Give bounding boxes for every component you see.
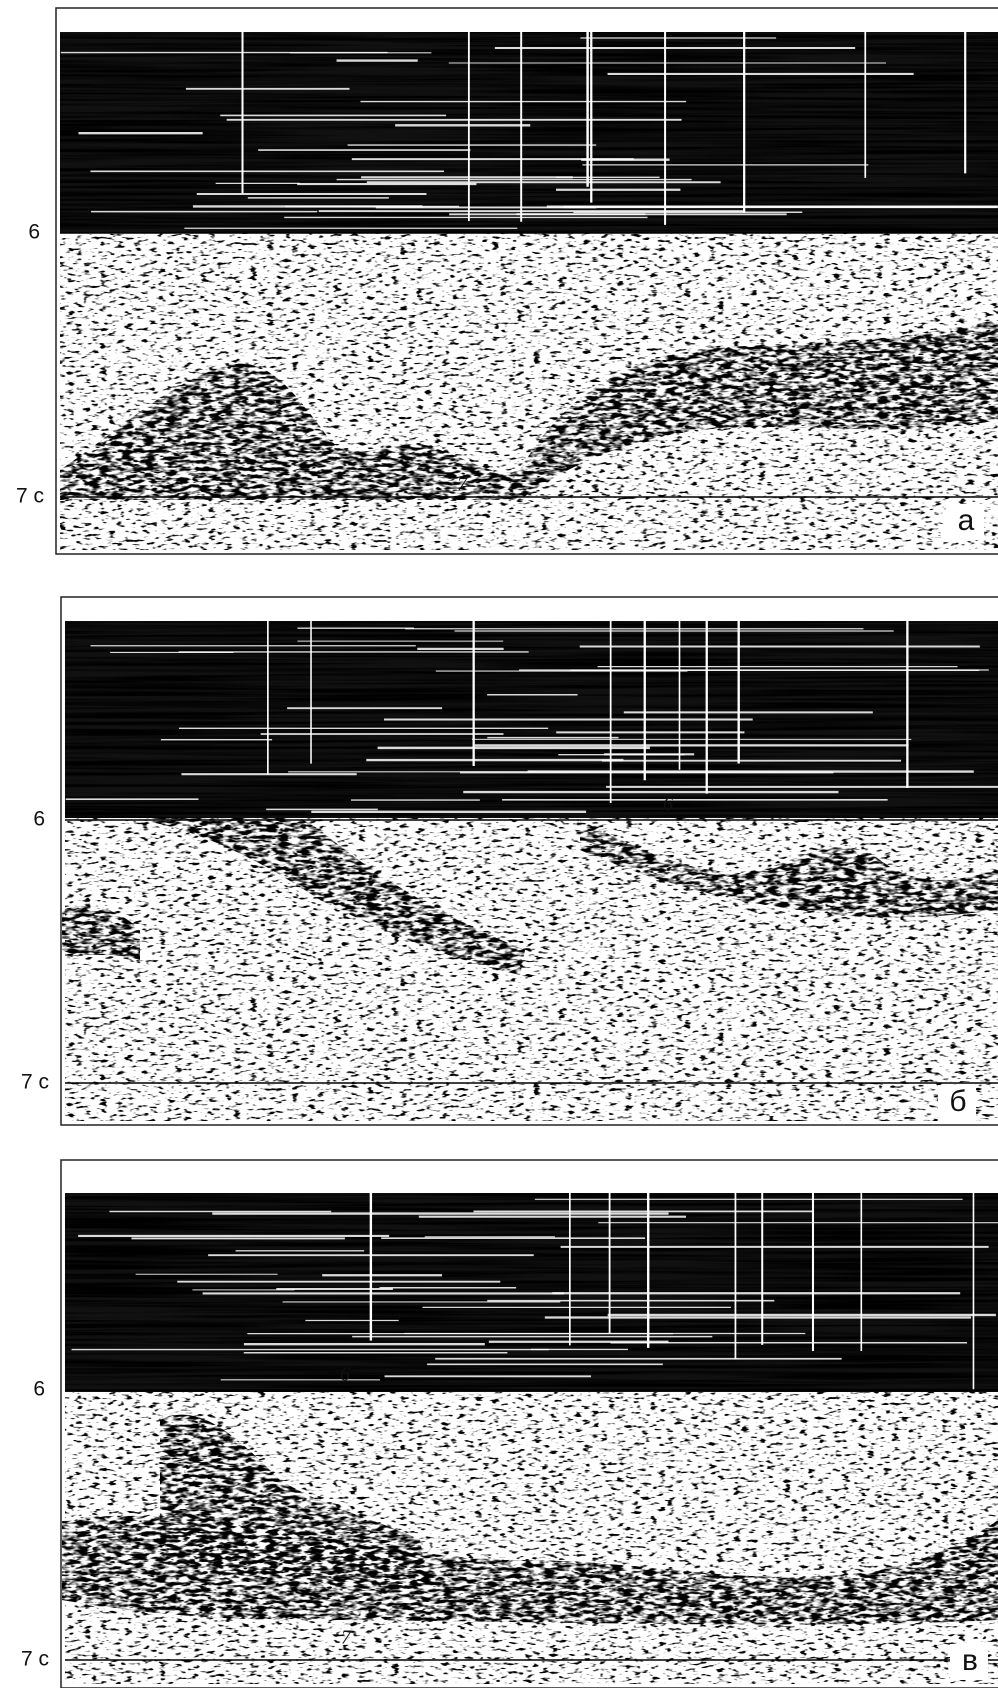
time-label: 6 <box>33 808 45 831</box>
seismic-panel: 6 7 с б 6 <box>21 597 998 1125</box>
horizon-annotation: 6 <box>663 794 673 816</box>
seismic-panel: 6 7 с а 7 <box>16 8 998 554</box>
panel-label: в <box>962 1644 978 1677</box>
time-label: 7 с <box>16 485 44 508</box>
time-label: 7 с <box>21 1648 49 1671</box>
horizon-annotation: 7 <box>457 474 468 496</box>
figure: 6 7 с а 7 6 7 с б 6 6 7 с в 6 7 <box>0 0 998 1688</box>
panel-label: а <box>958 504 975 537</box>
time-label: 6 <box>33 1378 45 1401</box>
horizon-annotation: 7 <box>341 1627 352 1649</box>
time-label: 6 <box>28 221 40 244</box>
panels: 6 7 с а 7 6 7 с б 6 6 7 с в 6 7 <box>16 8 998 1688</box>
time-label: 7 с <box>21 1071 49 1094</box>
panel-label: б <box>949 1085 966 1118</box>
seismic-panel: 6 7 с в 6 7 <box>21 1160 998 1688</box>
horizon-annotation: 6 <box>340 1364 350 1386</box>
